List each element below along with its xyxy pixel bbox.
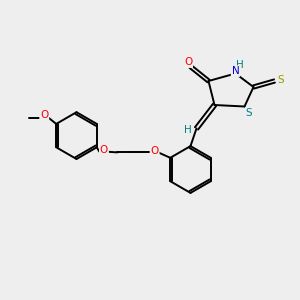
Text: H: H: [184, 125, 192, 135]
Text: H: H: [236, 60, 244, 70]
Text: O: O: [40, 110, 48, 121]
Text: S: S: [246, 108, 252, 118]
Text: O: O: [151, 146, 159, 156]
Text: O: O: [184, 57, 192, 67]
Text: N: N: [232, 66, 239, 76]
Text: O: O: [100, 145, 108, 155]
Text: S: S: [277, 75, 284, 85]
